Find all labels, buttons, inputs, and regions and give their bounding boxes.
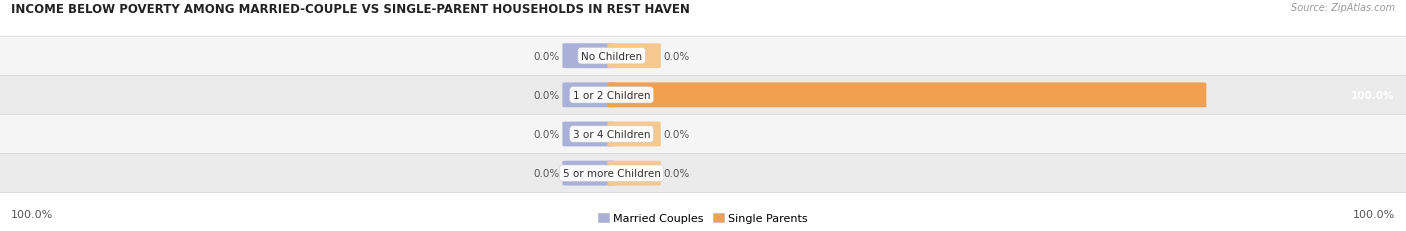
Text: 0.0%: 0.0% bbox=[533, 91, 560, 100]
Text: 0.0%: 0.0% bbox=[533, 52, 560, 61]
Text: 5 or more Children: 5 or more Children bbox=[562, 168, 661, 178]
FancyBboxPatch shape bbox=[562, 44, 616, 69]
FancyBboxPatch shape bbox=[607, 161, 661, 186]
Text: No Children: No Children bbox=[581, 52, 643, 61]
Text: Source: ZipAtlas.com: Source: ZipAtlas.com bbox=[1291, 3, 1395, 13]
FancyBboxPatch shape bbox=[607, 83, 1206, 108]
Text: 0.0%: 0.0% bbox=[664, 52, 690, 61]
Text: 3 or 4 Children: 3 or 4 Children bbox=[572, 129, 651, 139]
FancyBboxPatch shape bbox=[0, 154, 1406, 193]
FancyBboxPatch shape bbox=[0, 37, 1406, 76]
FancyBboxPatch shape bbox=[562, 83, 616, 108]
FancyBboxPatch shape bbox=[0, 76, 1406, 115]
FancyBboxPatch shape bbox=[562, 161, 616, 186]
Legend: Married Couples, Single Parents: Married Couples, Single Parents bbox=[598, 213, 808, 223]
Text: 100.0%: 100.0% bbox=[1351, 91, 1395, 100]
Text: 0.0%: 0.0% bbox=[664, 168, 690, 178]
Text: 100.0%: 100.0% bbox=[11, 209, 53, 219]
Text: 0.0%: 0.0% bbox=[664, 129, 690, 139]
Text: 0.0%: 0.0% bbox=[533, 168, 560, 178]
FancyBboxPatch shape bbox=[0, 115, 1406, 154]
Text: 0.0%: 0.0% bbox=[533, 129, 560, 139]
FancyBboxPatch shape bbox=[562, 122, 616, 147]
Text: 1 or 2 Children: 1 or 2 Children bbox=[572, 91, 651, 100]
FancyBboxPatch shape bbox=[607, 122, 661, 147]
Text: 100.0%: 100.0% bbox=[1353, 209, 1395, 219]
Text: INCOME BELOW POVERTY AMONG MARRIED-COUPLE VS SINGLE-PARENT HOUSEHOLDS IN REST HA: INCOME BELOW POVERTY AMONG MARRIED-COUPL… bbox=[11, 3, 690, 16]
FancyBboxPatch shape bbox=[607, 44, 661, 69]
